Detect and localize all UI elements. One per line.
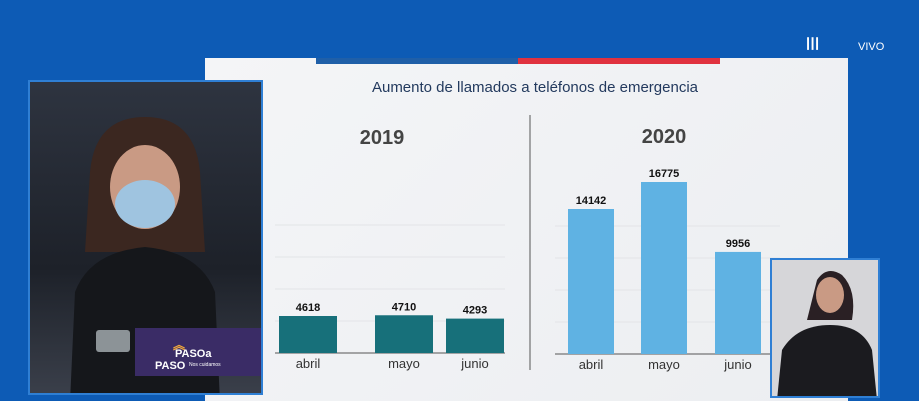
flag-bar-blue [316,58,518,64]
panel-title-2019: 2019 [360,127,405,149]
panel-title-2020: 2020 [642,126,687,148]
x-tick-label: junio [460,356,488,371]
data-label: 4293 [463,305,487,317]
data-label: 14142 [576,195,607,207]
x-tick-label: abril [296,356,321,371]
flag-bar-red [518,58,720,64]
bar-2020-mayo [641,182,687,354]
water-glass [96,330,130,352]
x-tick-label: abril [579,357,604,372]
data-label: 4710 [392,301,416,313]
bar-2020-junio [715,251,761,354]
x-tick-label: junio [723,357,751,372]
channel-logo: ≡ [798,35,829,52]
bar-2019-mayo [375,315,433,353]
interpreter-figure [777,271,877,396]
x-tick-label: mayo [388,356,420,371]
chart-title: Aumento de llamados a teléfonos de emerg… [372,79,699,96]
x-tick-label: mayo [648,357,680,372]
live-label: VIVO [858,41,885,53]
logo-line2: PASO [155,360,186,372]
paso-a-paso-logo: ︽ PASOa PASO Nos cuidamos [135,328,261,376]
bar-2020-abril [568,209,614,354]
sign-language-interpreter [770,258,880,398]
data-label: 16775 [649,168,680,180]
bar-2019-junio [446,318,504,353]
logo-line1: PASOa [175,348,212,360]
data-label: 4618 [296,302,320,314]
data-label: 9956 [726,238,750,250]
flag-bar [316,58,720,64]
logo-tagline: Nos cuidamos [189,362,221,368]
bar-2019-abril [279,316,337,353]
chevron-icon: ︽ [173,338,186,352]
